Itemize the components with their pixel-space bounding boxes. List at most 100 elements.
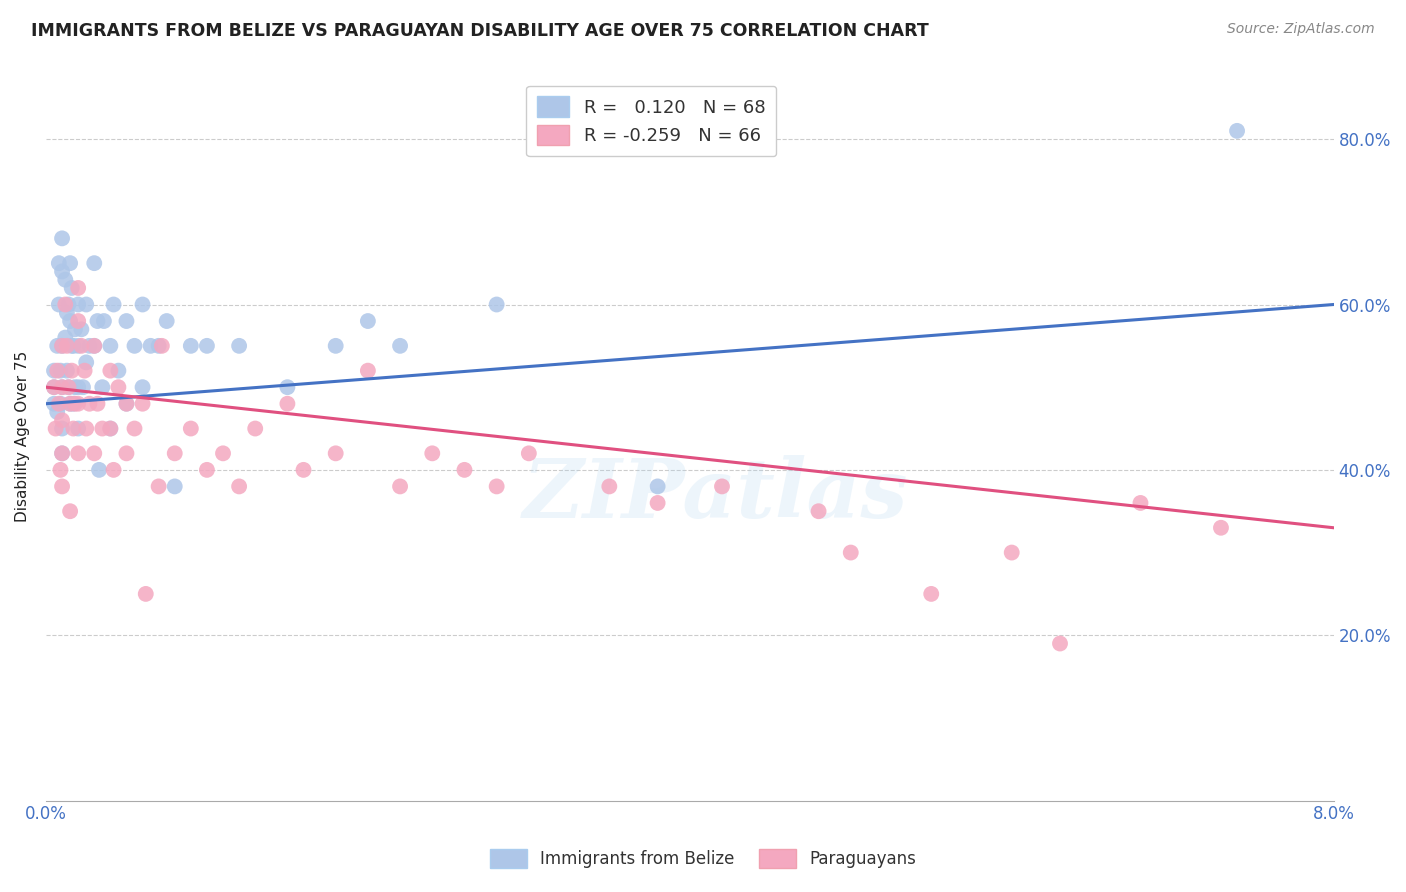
Point xyxy=(56,364,79,378)
Point xyxy=(51,339,73,353)
Y-axis label: Disability Age Over 75: Disability Age Over 75 xyxy=(15,351,30,523)
Point xyxy=(79,397,101,411)
Point xyxy=(46,364,69,378)
Point xyxy=(93,314,115,328)
Point xyxy=(91,380,114,394)
Point xyxy=(325,446,347,460)
Point xyxy=(75,355,97,369)
Legend: Immigrants from Belize, Paraguayans: Immigrants from Belize, Paraguayans xyxy=(481,840,925,877)
Point xyxy=(98,364,121,378)
Point xyxy=(107,364,129,378)
Point xyxy=(51,380,73,394)
Point xyxy=(67,397,90,411)
Point xyxy=(67,281,90,295)
Point xyxy=(67,339,90,353)
Point xyxy=(228,479,250,493)
Point xyxy=(98,339,121,353)
Point xyxy=(56,306,79,320)
Point xyxy=(75,297,97,311)
Point xyxy=(42,380,65,394)
Point xyxy=(245,421,267,435)
Point xyxy=(1001,545,1024,559)
Point xyxy=(276,397,298,411)
Point xyxy=(135,587,157,601)
Point xyxy=(49,397,72,411)
Point xyxy=(1129,496,1152,510)
Point xyxy=(59,314,82,328)
Point xyxy=(156,314,179,328)
Point xyxy=(48,256,70,270)
Point xyxy=(103,463,125,477)
Point xyxy=(60,364,83,378)
Point xyxy=(46,405,69,419)
Point xyxy=(67,421,90,435)
Point xyxy=(79,339,101,353)
Point xyxy=(711,479,734,493)
Point xyxy=(59,397,82,411)
Point xyxy=(60,339,83,353)
Point xyxy=(91,421,114,435)
Point xyxy=(62,339,84,353)
Point xyxy=(46,339,69,353)
Point xyxy=(51,479,73,493)
Point xyxy=(48,297,70,311)
Point xyxy=(42,397,65,411)
Point xyxy=(59,397,82,411)
Point xyxy=(53,330,76,344)
Point xyxy=(83,256,105,270)
Point xyxy=(67,297,90,311)
Point xyxy=(276,380,298,394)
Point xyxy=(86,397,108,411)
Point xyxy=(517,446,540,460)
Point xyxy=(292,463,315,477)
Point xyxy=(53,273,76,287)
Point xyxy=(212,446,235,460)
Point xyxy=(62,397,84,411)
Point xyxy=(389,479,412,493)
Point xyxy=(87,463,110,477)
Point xyxy=(115,314,138,328)
Point xyxy=(1049,636,1071,650)
Point xyxy=(72,380,94,394)
Point xyxy=(807,504,830,518)
Point xyxy=(86,314,108,328)
Point xyxy=(98,421,121,435)
Point xyxy=(115,397,138,411)
Point xyxy=(59,256,82,270)
Point xyxy=(180,339,202,353)
Point xyxy=(139,339,162,353)
Point xyxy=(56,339,79,353)
Point xyxy=(420,446,443,460)
Point xyxy=(485,297,508,311)
Point xyxy=(60,281,83,295)
Point xyxy=(180,421,202,435)
Point xyxy=(83,339,105,353)
Point xyxy=(53,297,76,311)
Point xyxy=(453,463,475,477)
Text: IMMIGRANTS FROM BELIZE VS PARAGUAYAN DISABILITY AGE OVER 75 CORRELATION CHART: IMMIGRANTS FROM BELIZE VS PARAGUAYAN DIS… xyxy=(31,22,929,40)
Point xyxy=(389,339,412,353)
Point xyxy=(839,545,862,559)
Point xyxy=(131,297,153,311)
Point xyxy=(485,479,508,493)
Point xyxy=(150,339,173,353)
Point xyxy=(357,314,380,328)
Point xyxy=(131,397,153,411)
Point xyxy=(70,339,93,353)
Point xyxy=(647,496,669,510)
Point xyxy=(163,479,186,493)
Point xyxy=(67,446,90,460)
Point xyxy=(45,421,67,435)
Point xyxy=(83,446,105,460)
Point xyxy=(124,421,146,435)
Point xyxy=(115,446,138,460)
Point xyxy=(62,421,84,435)
Point xyxy=(42,380,65,394)
Point xyxy=(598,479,620,493)
Point xyxy=(163,446,186,460)
Point xyxy=(51,446,73,460)
Point xyxy=(67,314,90,328)
Point xyxy=(51,231,73,245)
Point xyxy=(195,463,218,477)
Point xyxy=(115,397,138,411)
